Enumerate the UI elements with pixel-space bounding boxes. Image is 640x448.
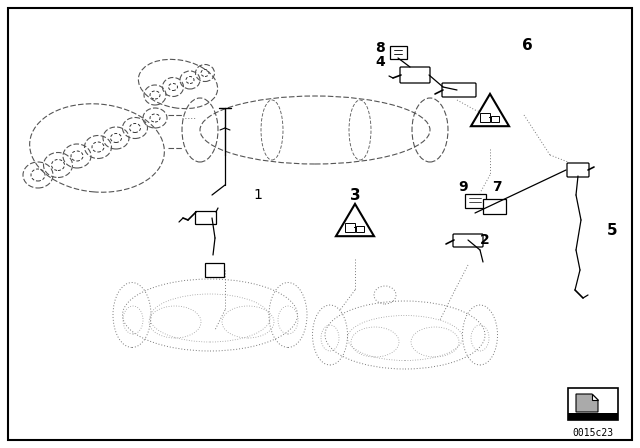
Text: 2: 2: [480, 233, 490, 247]
FancyBboxPatch shape: [205, 263, 223, 276]
FancyBboxPatch shape: [465, 194, 486, 207]
FancyBboxPatch shape: [567, 163, 589, 177]
Text: 3: 3: [349, 188, 360, 202]
Bar: [491, 116, 499, 122]
Polygon shape: [336, 204, 374, 236]
Polygon shape: [576, 394, 598, 412]
Text: 0015c23: 0015c23: [572, 428, 614, 438]
Polygon shape: [592, 394, 598, 400]
Bar: [346, 224, 355, 232]
Text: 7: 7: [492, 180, 502, 194]
FancyBboxPatch shape: [400, 67, 430, 83]
Bar: [568, 388, 618, 420]
FancyBboxPatch shape: [483, 198, 506, 214]
FancyBboxPatch shape: [453, 234, 483, 247]
FancyBboxPatch shape: [195, 211, 216, 224]
Bar: [356, 226, 364, 232]
Bar: [568, 413, 618, 420]
Text: 6: 6: [522, 38, 532, 52]
Text: 5: 5: [607, 223, 618, 237]
FancyBboxPatch shape: [390, 46, 406, 59]
Bar: [481, 113, 490, 122]
Text: 4: 4: [375, 55, 385, 69]
Polygon shape: [471, 94, 509, 126]
Text: 1: 1: [253, 188, 262, 202]
FancyBboxPatch shape: [442, 83, 476, 97]
Text: 9: 9: [458, 180, 468, 194]
Text: 8: 8: [375, 41, 385, 55]
